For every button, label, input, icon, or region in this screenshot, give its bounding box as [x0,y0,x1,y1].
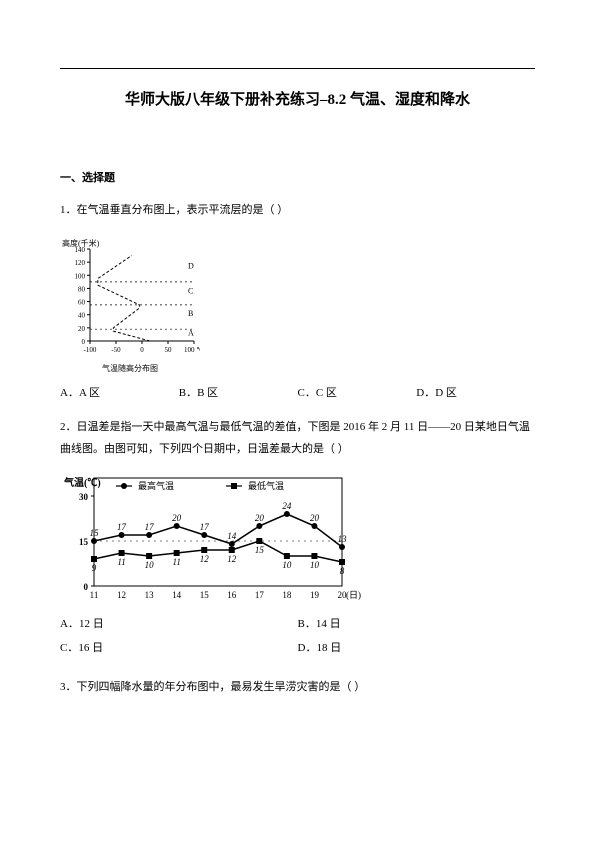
svg-text:100: 100 [75,272,86,280]
svg-text:15: 15 [255,545,264,555]
q2-option-c: C．16 日 [60,636,298,660]
svg-text:50: 50 [165,346,173,354]
svg-text:最高气温: 最高气温 [138,480,174,491]
svg-text:11: 11 [90,590,99,600]
svg-text:11: 11 [172,557,180,567]
svg-text:10: 10 [145,560,155,570]
svg-text:60: 60 [78,299,86,307]
svg-text:20: 20 [310,513,320,523]
svg-text:17: 17 [145,522,155,532]
page-title: 华师大版八年级下册补充练习–8.2 气温、湿度和降水 [60,88,535,109]
svg-text:13: 13 [338,534,348,544]
svg-text:15: 15 [200,590,210,600]
svg-text:气温(℃): 气温(℃) [63,476,101,489]
q1-chart: 高度(千米)020406080100120140-100-50050100 ℃A… [60,235,535,355]
svg-text:10: 10 [282,560,292,570]
q1-chart-caption: 气温随高分布图 [60,363,200,374]
svg-text:A: A [188,329,194,338]
svg-text:140: 140 [75,246,86,254]
svg-text:D: D [188,262,194,271]
svg-text:8: 8 [340,566,345,576]
svg-text:最低气温: 最低气温 [248,480,284,491]
q1-option-b: B．B 区 [179,384,298,400]
question-1: 1．在气温垂直分布图上，表示平流层的是（ ） [60,199,535,221]
section-heading: 一、选择题 [60,169,535,185]
svg-text:16: 16 [227,590,237,600]
svg-text:30: 30 [79,492,89,502]
svg-text:40: 40 [78,312,86,320]
svg-text:15: 15 [90,528,100,538]
q2-option-b: B．14 日 [298,612,536,636]
svg-text:14: 14 [227,531,237,541]
svg-text:-50: -50 [111,346,121,354]
svg-text:13: 13 [145,590,155,600]
svg-text:12: 12 [227,554,237,564]
top-rule [60,68,535,69]
svg-text:19: 19 [310,590,320,600]
svg-text:24: 24 [282,501,292,511]
svg-text:20: 20 [255,513,264,523]
q1-options: A．A 区 B．B 区 C．C 区 D．D 区 [60,384,535,400]
svg-text:-100: -100 [84,346,97,354]
svg-text:0: 0 [84,582,89,592]
svg-text:17: 17 [255,590,264,600]
q2-chart: 气温(℃) 0 15 30 11 12 13 14 15 16 17 18 19 20 (日) 最高气温 最低气… [60,474,535,604]
svg-text:10: 10 [310,560,320,570]
q1-option-d: D．D 区 [416,384,535,400]
svg-text:B: B [188,309,193,318]
question-2: 2．日温差是指一天中最高气温与最低气温的差值，下图是 2016 年 2 月 11… [60,416,535,460]
svg-text:80: 80 [78,285,86,293]
svg-text:11: 11 [117,557,125,567]
svg-text:17: 17 [200,522,210,532]
svg-text:0: 0 [82,338,86,346]
svg-text:20: 20 [78,325,86,333]
question-3: 3．下列四幅降水量的年分布图中，最易发生旱涝灾害的是（ ） [60,676,535,698]
q1-option-a: A．A 区 [60,384,179,400]
q2-option-a: A．12 日 [60,612,298,636]
svg-text:120: 120 [75,259,86,267]
q1-option-c: C．C 区 [298,384,417,400]
svg-text:12: 12 [117,590,126,600]
svg-text:(日): (日) [346,590,361,600]
svg-text:12: 12 [200,554,210,564]
svg-text:100 ℃: 100 ℃ [184,346,200,354]
svg-text:0: 0 [140,346,144,354]
svg-text:17: 17 [117,522,127,532]
svg-text:18: 18 [282,590,292,600]
svg-text:20: 20 [172,513,182,523]
svg-text:C: C [188,287,193,296]
q2-options: A．12 日 B．14 日 C．16 日 D．18 日 [60,612,535,660]
q2-option-d: D．18 日 [298,636,536,660]
svg-text:15: 15 [79,537,89,547]
svg-text:9: 9 [92,563,97,573]
svg-text:14: 14 [172,590,182,600]
